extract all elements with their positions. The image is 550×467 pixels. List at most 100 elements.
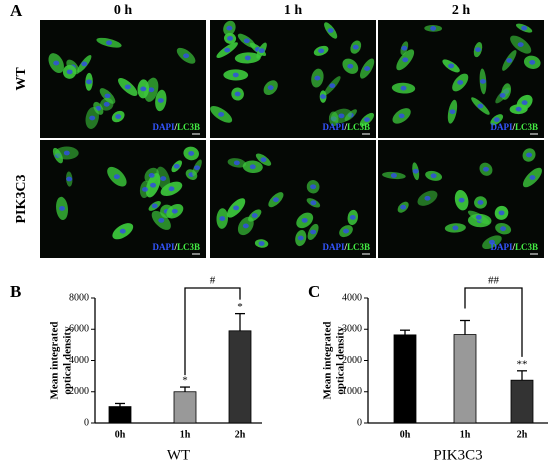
nucleus: [249, 164, 256, 170]
nucleus: [251, 213, 258, 218]
nucleus: [243, 38, 250, 44]
y-tick-label: 1000: [342, 386, 362, 397]
nucleus: [171, 208, 178, 214]
x-axis-label: PIK3C3: [433, 447, 482, 463]
x-tick-label: 1h: [460, 429, 471, 440]
nucleus: [148, 172, 155, 178]
y-tick-label: 6000: [69, 324, 89, 335]
nucleus: [349, 215, 356, 220]
nucleus: [506, 58, 513, 63]
column-label: 2 h: [452, 3, 471, 18]
nucleus: [151, 203, 158, 209]
panel-label: A: [10, 1, 23, 20]
nucleus: [103, 101, 110, 107]
nucleus: [233, 160, 240, 166]
nucleus: [188, 151, 195, 156]
significance: *: [237, 301, 243, 313]
nucleus: [150, 182, 157, 188]
nucleus: [258, 241, 265, 246]
nucleus: [297, 235, 304, 241]
stain-separator: /: [511, 122, 515, 132]
stain-lc3b: LC3B: [177, 122, 200, 132]
nucleus: [113, 174, 120, 180]
stain-separator: /: [343, 122, 347, 132]
nucleus: [347, 63, 354, 69]
nucleus: [244, 55, 251, 61]
nucleus: [310, 184, 317, 190]
nucleus: [400, 85, 407, 91]
nucleus: [232, 72, 239, 78]
nucleus: [314, 75, 321, 81]
nucleus: [140, 86, 147, 92]
stain-separator: /: [173, 242, 177, 252]
bracket: [464, 287, 523, 357]
nucleus: [89, 115, 96, 121]
nucleus: [400, 204, 407, 210]
x-tick-label: 1h: [180, 429, 191, 440]
stain-dapi: DAPI: [152, 242, 174, 252]
nucleus: [218, 112, 225, 117]
nucleus: [458, 197, 465, 203]
nucleus: [430, 25, 437, 31]
stain-lc3b: LC3B: [347, 242, 370, 252]
y-axis-label: Mean integrated: [322, 322, 334, 400]
nucleus: [66, 176, 73, 182]
nucleus: [318, 48, 325, 54]
stain-label: DAPI/LC3B: [490, 242, 538, 252]
stain-separator: /: [343, 242, 347, 252]
nucleus: [424, 195, 431, 201]
nucleus: [66, 69, 73, 75]
bar: [393, 334, 417, 424]
y-axis-label: optical density: [62, 326, 74, 395]
x-tick-label: 2h: [235, 429, 246, 440]
panel-label: C: [308, 282, 320, 301]
nucleus: [430, 173, 437, 179]
nucleus: [529, 175, 536, 180]
micrograph: [40, 140, 206, 258]
y-tick-label: 4000: [342, 292, 362, 303]
bar: [108, 406, 132, 424]
nucleus: [148, 87, 155, 93]
stain-label: DAPI/LC3B: [490, 122, 538, 132]
nucleus: [106, 40, 113, 46]
x-axis-label: WT: [167, 447, 190, 463]
stain-lc3b: LC3B: [347, 122, 370, 132]
nucleus: [124, 84, 131, 90]
nucleus: [479, 78, 486, 84]
nucleus: [267, 85, 274, 91]
nucleus: [521, 25, 528, 31]
nucleus: [398, 113, 405, 119]
nucleus: [449, 109, 456, 115]
row-label: PIK3C3: [14, 175, 29, 224]
y-axis-label: Mean integrated: [49, 322, 61, 400]
x-tick-label: 2h: [517, 429, 528, 440]
stain-lc3b: LC3B: [177, 242, 200, 252]
x-tick-label: 0h: [115, 429, 126, 440]
bracket-label: #: [210, 275, 216, 287]
nucleus: [119, 228, 126, 234]
nucleus: [498, 210, 505, 216]
nucleus: [475, 214, 482, 220]
nucleus: [142, 186, 149, 192]
nucleus: [53, 60, 60, 66]
stain-dapi: DAPI: [322, 122, 344, 132]
nucleus: [327, 28, 334, 33]
panel-label: B: [10, 282, 21, 301]
nucleus: [158, 217, 165, 223]
nucleus: [477, 200, 484, 205]
nucleus: [448, 63, 455, 69]
stain-separator: /: [173, 122, 177, 132]
nucleus: [224, 47, 231, 53]
nucleus: [474, 47, 481, 52]
row-label: WT: [14, 67, 29, 91]
nucleus: [499, 93, 506, 98]
nucleus: [81, 61, 88, 67]
nucleus: [227, 35, 234, 41]
column-label: 1 h: [284, 3, 303, 18]
y-tick-label: 3000: [342, 324, 362, 335]
nucleus: [401, 45, 408, 51]
stain-separator: /: [511, 242, 515, 252]
stain-lc3b: LC3B: [515, 242, 538, 252]
nucleus: [59, 206, 66, 211]
nucleus: [234, 91, 241, 97]
